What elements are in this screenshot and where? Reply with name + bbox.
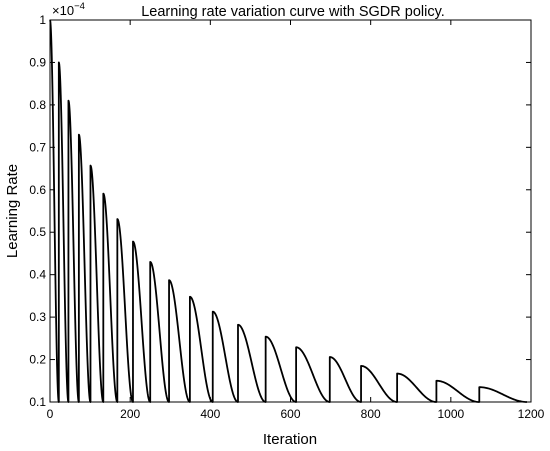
y-tick-label: 0.8 — [29, 98, 46, 112]
y-scale-exponent: −4 — [74, 1, 85, 12]
x-axis-label: Iteration — [263, 431, 317, 448]
y-tick-label: 0.7 — [29, 140, 46, 154]
y-tick-label: 0.1 — [29, 395, 46, 409]
x-tick-label: 600 — [280, 407, 300, 421]
y-tick-label: 0.4 — [29, 268, 46, 282]
y-tick-label: 1 — [39, 13, 46, 27]
y-tick-label: 0.5 — [29, 225, 46, 239]
y-tick-label: 0.9 — [29, 55, 46, 69]
x-tick-label: 0 — [47, 407, 54, 421]
x-tick-label: 800 — [361, 407, 381, 421]
series-layer — [49, 19, 528, 403]
y-tick-label: 0.3 — [29, 310, 46, 324]
chart-title: Learning rate variation curve with SGDR … — [141, 4, 445, 20]
y-scale-base: ×10 — [52, 3, 74, 18]
x-tick-label: 400 — [200, 407, 220, 421]
x-tick-label: 200 — [120, 407, 140, 421]
y-scale-multiplier: ×10−4 — [52, 1, 85, 18]
plot-frame — [49, 19, 532, 403]
learning-rate-line — [49, 19, 528, 403]
y-axis-label: Learning Rate — [4, 164, 21, 258]
tick-layer: 0 200 400 600 800 1000 1200 0.1 0.2 0.3 0.4 0.5 0.6 0… — [29, 13, 544, 421]
y-tick-label: 0.6 — [29, 183, 46, 197]
x-tick-label: 1000 — [437, 407, 464, 421]
x-tick-label: 1200 — [518, 407, 545, 421]
y-tick-label: 0.2 — [29, 353, 46, 367]
